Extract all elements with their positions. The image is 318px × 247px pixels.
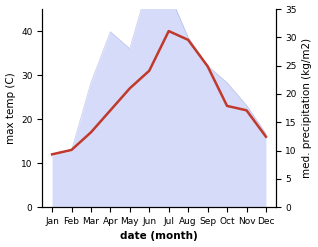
Y-axis label: max temp (C): max temp (C) xyxy=(5,72,16,144)
Y-axis label: med. precipitation (kg/m2): med. precipitation (kg/m2) xyxy=(302,38,313,178)
X-axis label: date (month): date (month) xyxy=(120,231,198,242)
